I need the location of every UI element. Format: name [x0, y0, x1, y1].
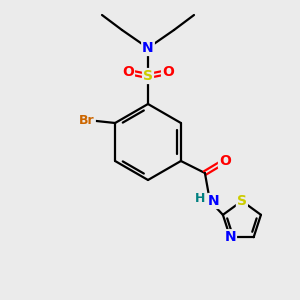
- Text: O: O: [122, 65, 134, 79]
- Text: H: H: [195, 193, 205, 206]
- Text: Br: Br: [79, 113, 95, 127]
- Text: N: N: [142, 41, 154, 55]
- Text: O: O: [219, 154, 231, 168]
- Text: O: O: [162, 65, 174, 79]
- Text: N: N: [224, 230, 236, 244]
- Text: S: S: [143, 69, 153, 83]
- Text: N: N: [208, 194, 220, 208]
- Text: S: S: [237, 194, 247, 208]
